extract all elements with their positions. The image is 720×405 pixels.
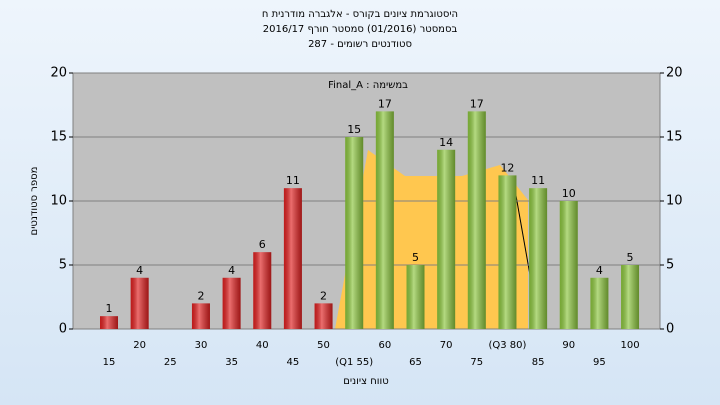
x-tick-label: 50	[317, 340, 330, 351]
x-tick-label: (Q3 80)	[488, 340, 526, 351]
bar-shade	[621, 265, 640, 329]
x-tick-label: 95	[593, 357, 606, 368]
y2-tick-label: 5	[666, 258, 674, 273]
bar-shade	[130, 277, 149, 329]
data-label: 12	[500, 161, 514, 174]
title-line: היסטוגרמת ציונים בקורס - אלגברה מודרנית …	[262, 9, 458, 20]
bar-shade	[529, 188, 548, 329]
x-tick-label: 70	[440, 340, 453, 351]
x-tick-label: 75	[470, 357, 483, 368]
x-tick-label: 60	[378, 340, 391, 351]
x-tick-label: 30	[195, 340, 208, 351]
bar-shade	[283, 188, 302, 329]
x-tick-label: (Q1 55)	[335, 357, 373, 368]
x-tick-label: 100	[621, 340, 640, 351]
bar-shade	[498, 175, 517, 329]
data-label: 11	[286, 174, 300, 187]
x-tick-label: 35	[225, 357, 238, 368]
x-tick-label: 65	[409, 357, 422, 368]
bar-shade	[590, 277, 609, 329]
bar-shade	[191, 303, 210, 329]
data-label: 4	[228, 264, 235, 277]
y2-tick-label: 15	[666, 130, 683, 145]
data-label: 15	[347, 123, 361, 136]
data-label: 2	[320, 289, 327, 302]
data-label: 6	[259, 238, 266, 251]
y-tick-label: 20	[50, 66, 67, 81]
x-tick-label: 20	[133, 340, 146, 351]
data-label: 4	[136, 264, 143, 277]
title-line: בסמסטר (01/2016) סמסטר חורף 2016/17	[263, 24, 458, 35]
bar-shade	[253, 252, 272, 329]
data-label: 2	[197, 289, 204, 302]
y-axis-label: מספר סטודנטים	[29, 167, 40, 236]
bar-shade	[375, 111, 394, 330]
x-tick-label: 40	[256, 340, 269, 351]
bar-shade	[314, 303, 333, 329]
data-label: 5	[412, 251, 419, 264]
x-tick-label: 45	[287, 357, 300, 368]
y-tick-label: 0	[59, 322, 67, 337]
bar-shade	[467, 111, 486, 330]
data-label: 17	[378, 97, 392, 110]
x-axis-label: טווח ציונים	[343, 376, 388, 387]
y-tick-label: 15	[50, 130, 67, 145]
y2-tick-label: 10	[666, 194, 683, 209]
y2-tick-label: 20	[666, 66, 683, 81]
bar-shade	[559, 201, 578, 329]
data-label: 1	[106, 302, 113, 315]
y-tick-label: 5	[59, 258, 67, 273]
y-tick-label: 10	[50, 194, 67, 209]
y2-tick-label: 0	[666, 322, 674, 337]
data-label: 4	[596, 264, 603, 277]
data-label: 14	[439, 136, 453, 149]
bar-shade	[437, 149, 456, 329]
annotation: Final_A : במשימה	[328, 80, 408, 91]
quartile-line	[514, 189, 531, 276]
data-label: 10	[562, 187, 576, 200]
x-tick-label: 85	[532, 357, 545, 368]
bar-shade	[100, 316, 118, 329]
x-tick-label: 25	[164, 357, 177, 368]
data-label: 17	[470, 97, 484, 110]
x-tick-label: 90	[562, 340, 575, 351]
bar-shade	[222, 277, 241, 329]
x-tick-label: 15	[103, 357, 116, 368]
bar-shade	[406, 265, 425, 329]
title-line: סטודנטים רשומים - 287	[308, 39, 412, 50]
bar-shade	[345, 137, 364, 329]
data-label: 5	[627, 251, 634, 264]
data-label: 11	[531, 174, 545, 187]
